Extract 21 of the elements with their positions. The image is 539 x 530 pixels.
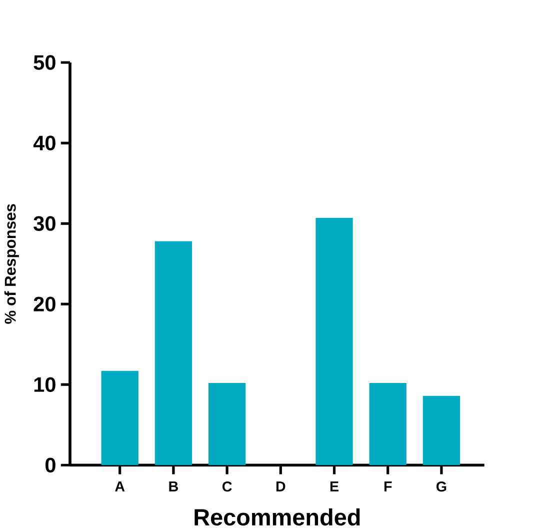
bar [422,396,460,466]
y-tick-label: 30 [34,216,56,231]
x-tick-label: E [330,482,338,492]
y-tick-label: 40 [33,136,56,150]
bar [208,383,246,466]
x-tick-label: G [436,482,446,492]
bar [154,241,192,466]
x-axis-title: Recommended [194,508,360,526]
bar [316,218,353,466]
x-tick-label: B [169,482,178,492]
x-tick-label: F [384,482,392,492]
y-tick-label: 10 [34,377,56,392]
y-tick-label: 20 [34,296,56,312]
y-axis-title: % of Responses [4,204,19,324]
y-tick-label: 50 [34,55,56,70]
x-tick-label: C [222,482,232,492]
x-tick-label: A [115,482,125,492]
x-tick-label: D [276,482,286,492]
bar [101,370,138,466]
y-tick-label: 0 [45,458,56,473]
bar [369,383,406,466]
